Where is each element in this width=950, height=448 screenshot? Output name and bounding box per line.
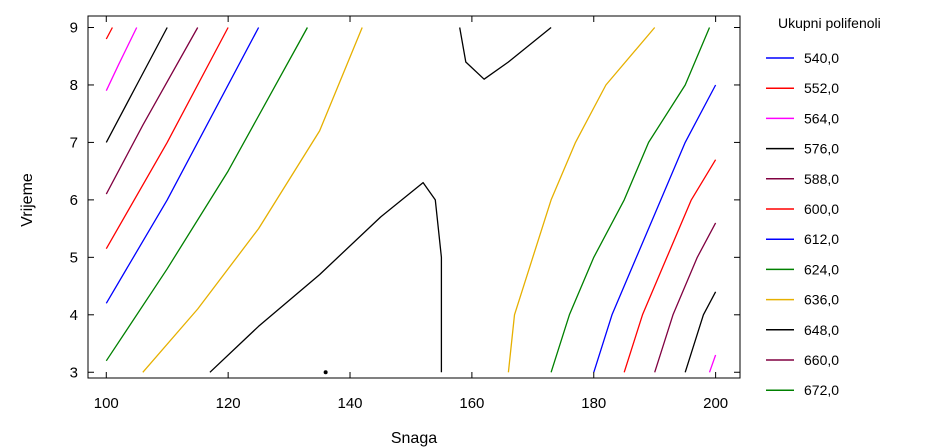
contour-line-11 (550, 27, 711, 373)
legend-label-7: 624,0 (804, 261, 839, 277)
contour-line-15 (684, 291, 717, 373)
contour-line-7 (142, 27, 363, 373)
legend-label-4: 588,0 (804, 171, 839, 187)
contour-line-6 (105, 27, 308, 362)
contour-line-14 (654, 222, 717, 373)
contour-line-3 (105, 27, 199, 195)
contour-line-4 (105, 27, 229, 250)
legend-label-9: 648,0 (804, 322, 839, 338)
data-markers (323, 370, 328, 375)
contour-line-1 (105, 27, 113, 40)
x-tick-label: 100 (94, 395, 119, 412)
y-tick-label: 9 (70, 19, 78, 36)
legend-label-11: 672,0 (804, 382, 839, 398)
legend-label-1: 552,0 (804, 80, 839, 96)
contour-line-2 (105, 27, 168, 143)
contour-line-13 (623, 159, 717, 373)
x-tick-label: 180 (581, 395, 606, 412)
legend-title: Ukupni polifenoli (778, 15, 881, 31)
contour-line-0 (105, 27, 138, 91)
y-tick-label: 5 (70, 249, 78, 266)
x-tick-label: 200 (703, 395, 728, 412)
y-tick-label: 3 (70, 364, 78, 381)
x-axis: 100 120 140 160 180 200 (94, 16, 728, 412)
legend-label-2: 564,0 (804, 110, 839, 126)
x-tick-label: 120 (216, 395, 241, 412)
legend-label-6: 612,0 (804, 231, 839, 247)
contour-lines (105, 26, 717, 373)
x-tick-label: 160 (459, 395, 484, 412)
y-tick-label: 4 (70, 307, 78, 324)
y-axis: 3 4 5 6 7 8 9 (70, 19, 740, 381)
legend-label-8: 636,0 (804, 292, 839, 308)
legend-label-0: 540,0 (804, 50, 839, 66)
x-tick-label: 140 (338, 395, 363, 412)
legend-label-3: 576,0 (804, 141, 839, 157)
contour-line-9 (459, 26, 552, 80)
data-point-marker (323, 370, 328, 375)
plot-area-frame (87, 15, 741, 379)
contour-line-8 (209, 181, 443, 373)
y-axis-title: Vrijeme (19, 173, 36, 227)
legend-label-5: 600,0 (804, 201, 839, 217)
y-tick-label: 6 (70, 192, 78, 209)
contour-line-10 (507, 27, 656, 373)
legend-label-10: 660,0 (804, 352, 839, 368)
x-axis-title: Snaga (391, 430, 437, 447)
contour-line-5 (105, 27, 260, 304)
legend: 540,0 552,0 564,0 576,0 588,0 600,0 612,0 624,0… (766, 50, 839, 398)
contour-line-16 (708, 354, 717, 373)
contour-line-12 (593, 84, 717, 373)
y-tick-label: 8 (70, 77, 78, 94)
y-tick-label: 7 (70, 134, 78, 151)
